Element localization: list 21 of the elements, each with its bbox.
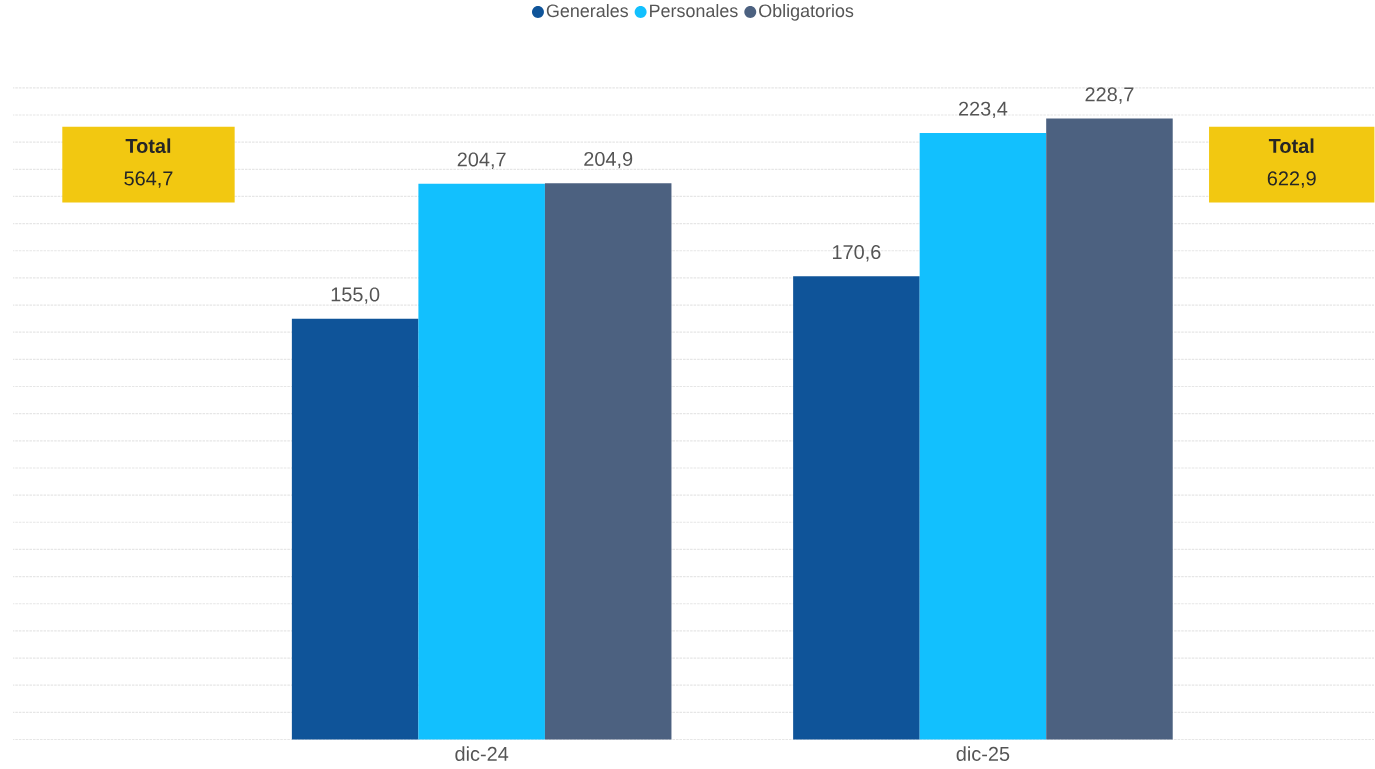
legend-label: Obligatorios	[759, 3, 854, 21]
annotation: Total	[1268, 138, 1314, 153]
bar	[418, 183, 545, 740]
data-label: 228,7	[1085, 87, 1134, 104]
data-label: 155,0	[331, 287, 380, 304]
bar	[544, 182, 672, 740]
data-label: 204,7	[457, 152, 506, 169]
legend-label: Generales	[546, 3, 629, 17]
bar	[291, 318, 419, 740]
x-tick-label: dic-24	[455, 746, 509, 761]
x-tick-label: dic-25	[956, 746, 1010, 761]
legend-label: Personales	[650, 3, 738, 17]
data-label: 223,4	[959, 101, 1008, 118]
bar	[1046, 118, 1173, 740]
bar	[919, 132, 1047, 740]
annotation: 564,7	[124, 171, 173, 188]
data-label: 204,9	[584, 151, 633, 169]
annotation: 622,9	[1267, 171, 1316, 188]
data-label: 170,6	[832, 244, 881, 262]
bar	[793, 276, 920, 740]
annotation: Total	[125, 138, 171, 153]
